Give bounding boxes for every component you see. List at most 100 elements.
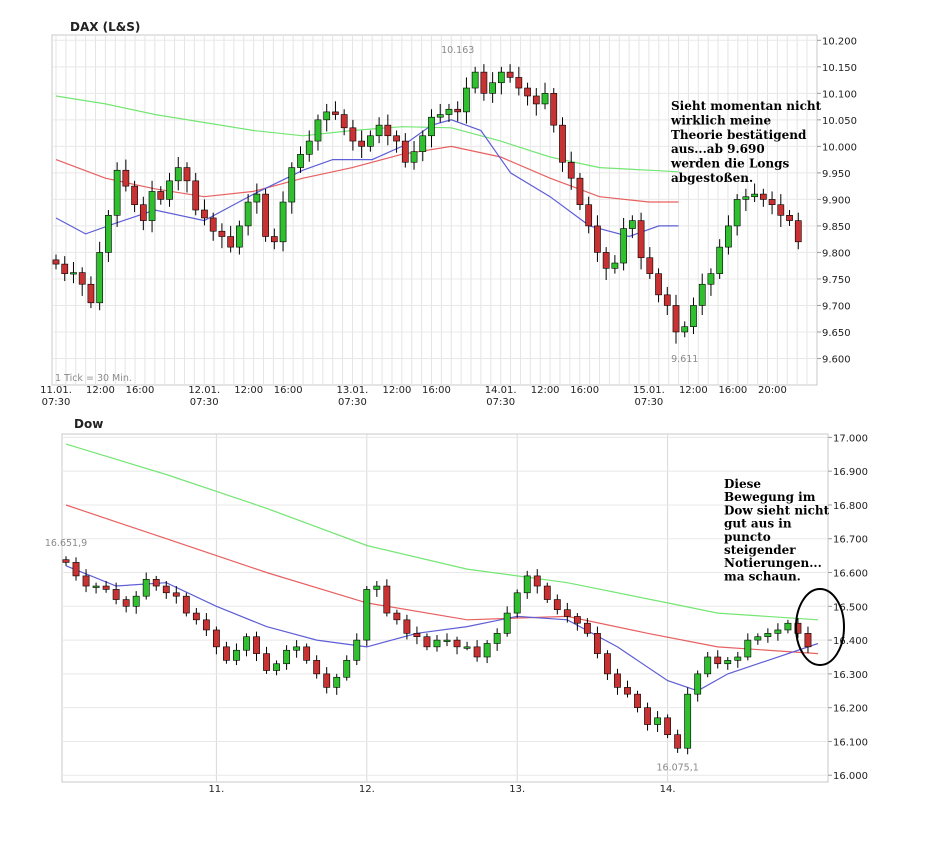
candle-up xyxy=(92,585,100,588)
candle-down xyxy=(393,135,400,142)
candle-down xyxy=(61,263,69,274)
candle-down xyxy=(263,653,270,671)
candle-up xyxy=(443,639,451,642)
candle-up xyxy=(724,660,732,665)
candle-down xyxy=(139,204,147,221)
candle-down xyxy=(794,622,802,634)
chart-1: Dow 17.000 16.900 16.800 16.700 16.600 16.500 1… xyxy=(45,417,868,795)
candle-up xyxy=(343,660,351,678)
candle-up xyxy=(233,649,240,661)
candle-up xyxy=(774,629,782,634)
candle-up xyxy=(698,283,706,306)
candle-up xyxy=(751,193,758,198)
highlight-ellipse xyxy=(795,588,845,666)
candle-up xyxy=(419,135,427,152)
candle-up xyxy=(497,71,505,84)
x-tick-label: 14.01. xyxy=(485,385,517,396)
candle-down xyxy=(550,93,558,126)
candle-up xyxy=(541,93,549,105)
candle-down xyxy=(262,193,269,237)
candle-up xyxy=(704,656,712,675)
annotation-line: ma schaun. xyxy=(724,569,801,583)
annotation-line: Bewegung im xyxy=(724,490,816,504)
candle-up xyxy=(611,262,619,269)
candle-down xyxy=(183,167,191,182)
candle-up xyxy=(243,636,250,651)
annotation-line: gut aus in xyxy=(724,517,792,531)
low-label: 9.611 xyxy=(671,354,698,365)
y-tick-label: 16.500 xyxy=(833,602,868,613)
candle-down xyxy=(87,283,95,304)
plot-frame xyxy=(51,34,818,386)
candle-down xyxy=(340,114,348,129)
x-tick-label: 20:00 xyxy=(758,385,787,396)
candle-down xyxy=(594,633,601,654)
candle-down xyxy=(209,217,217,232)
chart-0: DAX (L&S) 10.200 10.150 10.100 10.050 10.000 9… xyxy=(40,20,857,408)
candle-down xyxy=(157,191,165,200)
x-tick-sublabel: 07:30 xyxy=(190,397,219,408)
candle-down xyxy=(182,595,190,614)
y-tick-label: 10.000 xyxy=(822,142,857,153)
candle-up xyxy=(628,220,636,229)
annotation-line: abgestoßen. xyxy=(671,171,753,185)
candle-down xyxy=(759,193,767,200)
x-tick-label: 11.01. xyxy=(40,385,72,396)
y-tick-label: 10.100 xyxy=(822,89,857,100)
y-tick-label: 9.750 xyxy=(822,275,851,286)
candle-down xyxy=(567,161,575,179)
x-tick-label: 14. xyxy=(660,784,676,795)
candle-up xyxy=(132,595,140,607)
candle-down xyxy=(413,633,421,638)
candle-down xyxy=(323,673,331,688)
x-tick-label: 16:00 xyxy=(570,385,599,396)
candle-down xyxy=(524,87,531,97)
candle-up xyxy=(754,636,762,641)
candle-up xyxy=(236,225,243,248)
x-tick-label: 16:00 xyxy=(126,385,155,396)
y-tick-label: 16.400 xyxy=(833,636,868,647)
candle-down xyxy=(664,717,672,735)
candle-up xyxy=(707,273,715,285)
moving-average-green xyxy=(65,443,819,621)
candle-up xyxy=(523,575,531,594)
candle-up xyxy=(463,646,471,649)
x-tick-label: 16:00 xyxy=(274,385,303,396)
annotation-line: puncto xyxy=(724,530,771,544)
candle-up xyxy=(148,191,156,221)
candle-down xyxy=(563,609,571,617)
candle-up xyxy=(725,225,732,248)
x-tick-sublabel: 07:30 xyxy=(338,397,367,408)
candle-up xyxy=(353,639,361,661)
candle-down xyxy=(112,589,120,600)
candle-down xyxy=(585,204,593,227)
candle-up xyxy=(373,585,381,590)
candle-up xyxy=(716,246,724,274)
y-tick-label: 16.000 xyxy=(833,771,868,782)
candle-down xyxy=(172,592,180,597)
high-label: 10.163 xyxy=(441,45,474,56)
y-tick-label: 9.700 xyxy=(822,301,851,312)
candle-down xyxy=(423,636,431,648)
x-tick-label: 12:00 xyxy=(234,385,263,396)
y-tick-label: 10.150 xyxy=(822,63,857,74)
candle-down xyxy=(82,575,90,587)
x-tick-label: 16:00 xyxy=(718,385,747,396)
candle-up xyxy=(314,119,322,142)
candle-up xyxy=(113,169,121,216)
y-tick-label: 10.050 xyxy=(822,116,857,127)
candle-up xyxy=(445,108,453,115)
candle-down xyxy=(786,215,793,221)
candle-down xyxy=(192,180,200,211)
candle-up xyxy=(681,326,689,333)
candle-up xyxy=(244,201,252,227)
plot-frame xyxy=(61,433,829,783)
annotation-line: Sieht momentan nicht xyxy=(671,99,822,113)
annotation-line: Diese xyxy=(724,477,761,491)
moving-average-blue xyxy=(65,565,819,692)
candle-up xyxy=(471,71,479,89)
moving-average-red xyxy=(65,504,819,655)
candle-up xyxy=(744,639,752,658)
candle-up xyxy=(764,633,772,638)
x-tick-label: 12:00 xyxy=(531,385,560,396)
